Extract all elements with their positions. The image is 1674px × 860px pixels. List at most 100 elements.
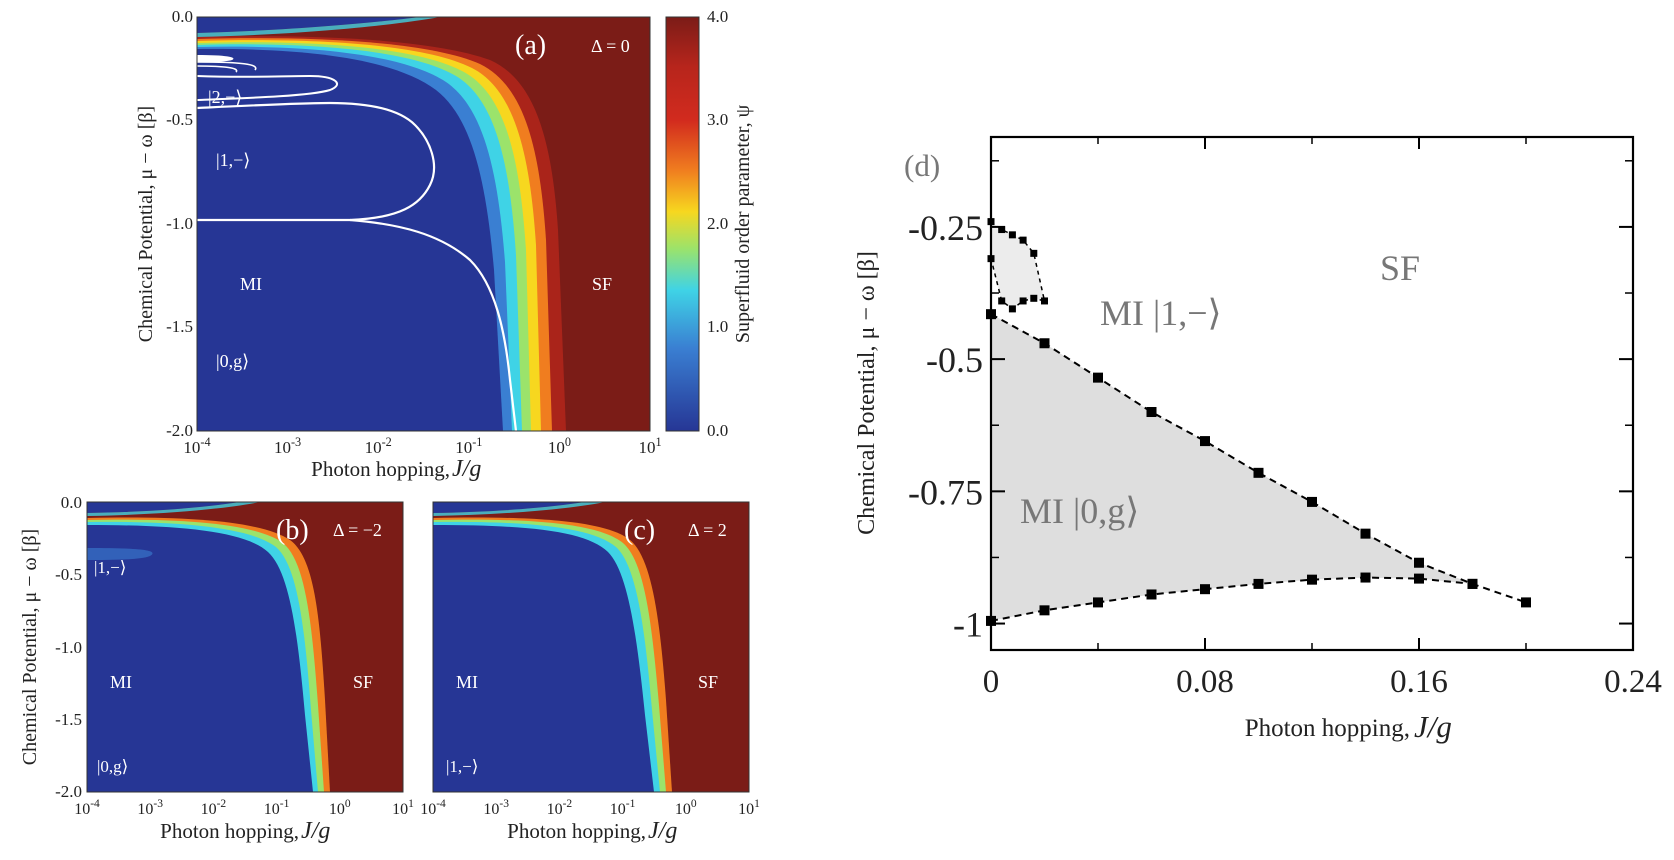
ket-1-label-b: |1,−⟩ (94, 558, 126, 577)
y-tick-label: -0.5 (55, 565, 82, 584)
panel-b-heatmap (87, 502, 403, 792)
sf-label-d: SF (1380, 248, 1420, 288)
data-point (1019, 236, 1027, 244)
mi-0g-label-d: MI |0,g⟩ (1020, 491, 1139, 531)
lobe-shade-b (87, 548, 153, 560)
y-tick-label: 0.0 (61, 493, 82, 512)
x-tick-label: 100 (675, 798, 697, 818)
ket-0g-label-b: |0,g⟩ (97, 757, 128, 776)
mi-1-label-d: MI |1,−⟩ (1100, 293, 1222, 333)
y-tick-label: -1.5 (55, 710, 82, 729)
tip-band-c (433, 502, 605, 516)
mi-label-c: MI (456, 672, 478, 692)
panel-c-heatmap (433, 502, 749, 792)
data-point (1039, 338, 1050, 349)
data-point (998, 297, 1006, 305)
data-point (1521, 597, 1531, 608)
y-tick-label: -2.0 (55, 782, 82, 801)
mi-region-c (433, 525, 654, 792)
x-axis-var-b: J/g (301, 818, 330, 844)
plot-frame-c (432, 501, 750, 793)
x-tick-label: 10-4 (420, 798, 446, 818)
x-tick-label: 10-2 (365, 435, 392, 457)
x-tick-label: 10-4 (183, 435, 210, 457)
data-point (1093, 597, 1103, 608)
mi-tip-c (433, 502, 585, 513)
phase-boundary-high-a (197, 61, 257, 73)
panel-a: 0.0 -0.5 -1.0 -1.5 -2.0 10-4 10-3 10-2 10-1… (135, 7, 754, 482)
plot-frame-b (86, 501, 404, 793)
x-tick-label: 10-1 (610, 798, 636, 818)
mi-label-b: MI (110, 672, 132, 692)
lobe-fill-a (197, 55, 234, 62)
x-tick-label: 100 (329, 798, 351, 818)
x-tick-label: 0.08 (1176, 664, 1234, 700)
data-point (1030, 294, 1038, 302)
data-point (1360, 528, 1371, 539)
data-point (1360, 572, 1371, 583)
x-axis-var-d: J/g (1414, 709, 1452, 744)
y-axis-label-b: Chemical Potential, μ − ω [β] (19, 529, 41, 765)
data-point (987, 255, 995, 263)
x-tick-label: 0 (983, 664, 1000, 700)
mi-tip-b (87, 502, 240, 513)
x-ticks-b: 10-4 10-3 10-2 10-1 100 101 (74, 798, 414, 818)
data-point (1146, 407, 1157, 418)
x-axis-label-c: Photon hopping, (507, 819, 646, 843)
x-axis-label-b: Photon hopping, (160, 819, 299, 843)
delta-label-b: Δ = −2 (333, 520, 382, 540)
panel-a-heatmap (197, 17, 650, 431)
data-point (987, 218, 995, 226)
delta-label-a: Δ = 0 (591, 36, 630, 56)
data-points-d (986, 218, 1531, 626)
x-axis-label-a: Photon hopping, (311, 457, 450, 481)
boundary-line-lower (990, 576, 1473, 622)
y-tick-label: -1.0 (166, 214, 193, 233)
x-axis-var-c: J/g (648, 818, 677, 844)
y-tick-label: 0.0 (172, 7, 193, 26)
x-tick-label: 100 (548, 435, 571, 457)
x-tick-label: 10-1 (264, 798, 290, 818)
y-ticks-b: 0.0 -0.5 -1.0 -1.5 -2.0 (55, 493, 82, 801)
x-tick-label: 10-3 (274, 435, 301, 457)
data-point (986, 309, 996, 320)
y-tick-label: -2.0 (166, 421, 193, 440)
panel-b: 0.0 -0.5 -1.0 -1.5 -2.0 10-4 10-3 10-2 10-1… (19, 493, 414, 844)
sf-label-a: SF (592, 274, 612, 294)
y-tick-label: -1.5 (166, 317, 193, 336)
ticks-d: 0 0.08 0.16 0.24 -0.25 -0.5 -0.75 -1 (908, 137, 1662, 700)
data-point (1039, 605, 1050, 616)
sf-label-b: SF (353, 672, 373, 692)
y-axis-label-d: Chemical Potential, μ − ω [β] (854, 251, 880, 535)
data-point (1414, 573, 1424, 584)
data-point (1019, 297, 1027, 305)
panel-label-a: (a) (515, 30, 546, 61)
mi-0g-shaded-region (991, 314, 1526, 621)
phase-boundary-0-a (349, 218, 518, 431)
delta-label-c: Δ = 2 (688, 520, 727, 540)
data-point (1253, 467, 1264, 478)
boundary-lines-d (990, 221, 1527, 622)
data-point (1200, 584, 1210, 595)
data-point (986, 615, 996, 626)
y-tick-label: -0.5 (166, 110, 193, 129)
data-point (1414, 557, 1424, 568)
ket-0g-label-a: |0,g⟩ (216, 351, 249, 371)
x-tick-label: 0.16 (1390, 664, 1448, 700)
colorbar (665, 16, 700, 432)
tip-band-a (197, 17, 440, 37)
data-point (1307, 496, 1317, 507)
mi-tip-a (197, 17, 420, 33)
colorbar-tick-label: 4.0 (707, 7, 728, 26)
y-tick-label: -0.25 (908, 208, 983, 248)
y-axis-label-a: Chemical Potential, μ − ω [β] (135, 106, 157, 342)
y-tick-label: -0.75 (908, 472, 983, 512)
data-point (1008, 305, 1016, 313)
mi-label-a: MI (240, 274, 262, 294)
y-tick-label: -0.5 (926, 340, 983, 380)
data-point (998, 226, 1006, 234)
ket-2-label-a: |2,−⟩ (208, 87, 242, 107)
data-point (1146, 589, 1157, 600)
plot-frame-a (196, 16, 651, 432)
